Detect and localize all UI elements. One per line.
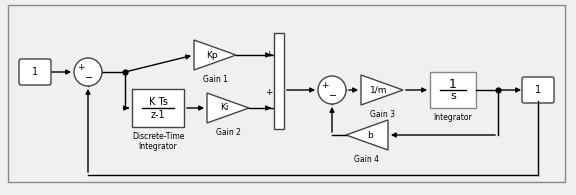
Text: Gain 2: Gain 2 [215,128,240,137]
Text: −: − [85,73,93,83]
Text: 1: 1 [32,67,38,77]
Text: Gain 4: Gain 4 [354,155,380,164]
Text: 1: 1 [449,79,457,91]
Text: 1: 1 [535,85,541,95]
Text: +: + [266,88,273,97]
Text: K Ts: K Ts [149,97,168,107]
Bar [132,89,184,127]
FancyBboxPatch shape [19,59,51,85]
Text: +: + [266,50,273,59]
Bar [274,33,284,129]
Text: −: − [329,91,338,101]
Polygon shape [207,93,249,123]
Text: Gain 1: Gain 1 [203,75,228,84]
Bar [430,72,476,108]
Text: s: s [450,91,456,101]
Text: Kp: Kp [206,51,218,59]
Text: +: + [321,81,329,90]
Polygon shape [194,40,236,70]
Text: b: b [367,130,373,139]
Polygon shape [361,75,403,105]
Text: Ki: Ki [221,104,229,113]
Text: Integrator: Integrator [434,113,472,122]
Polygon shape [346,120,388,150]
Text: +: + [77,63,85,72]
Text: Gain 3: Gain 3 [369,110,395,119]
Text: 1/m: 1/m [370,85,388,95]
Circle shape [74,58,102,86]
Text: Discrete-Time
Integrator: Discrete-Time Integrator [132,132,184,151]
Circle shape [318,76,346,104]
FancyBboxPatch shape [522,77,554,103]
Text: z-1: z-1 [151,110,165,120]
